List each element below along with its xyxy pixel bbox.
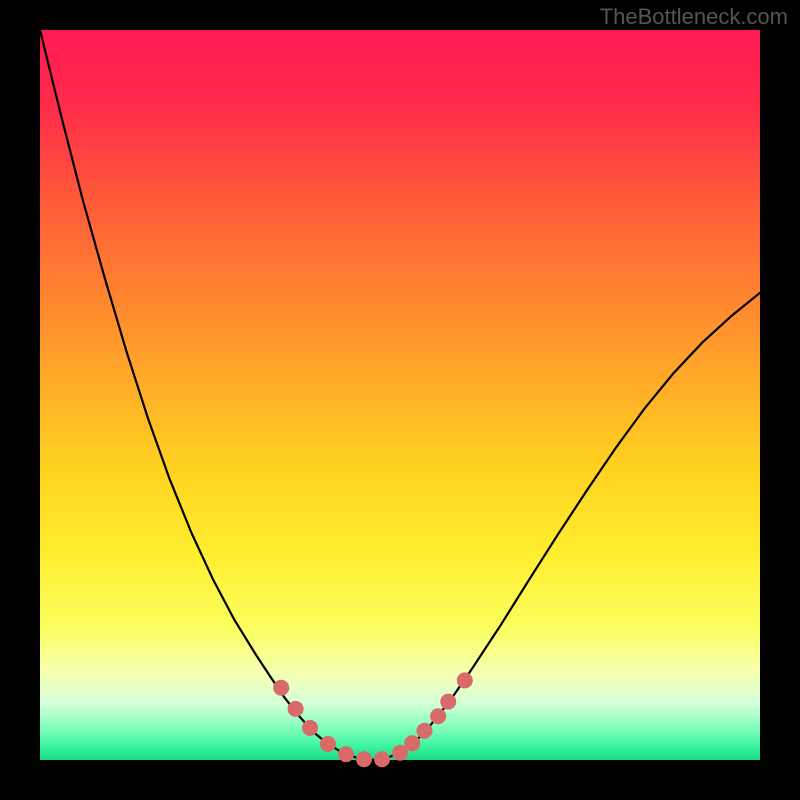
chart-overlay: [40, 30, 760, 760]
curve-marker: [302, 720, 318, 736]
curve-marker: [374, 751, 390, 767]
bottleneck-chart: [40, 30, 760, 760]
curve-marker: [320, 736, 336, 752]
curve-marker: [416, 723, 432, 739]
curve-marker: [404, 735, 420, 751]
curve-marker: [430, 708, 446, 724]
curve-marker: [356, 751, 372, 767]
bottleneck-curve: [40, 30, 760, 760]
curve-marker: [440, 694, 456, 710]
curve-marker: [457, 672, 473, 688]
watermark-text: TheBottleneck.com: [600, 4, 788, 30]
curve-marker: [338, 746, 354, 762]
curve-marker: [273, 680, 289, 696]
curve-marker: [288, 701, 304, 717]
